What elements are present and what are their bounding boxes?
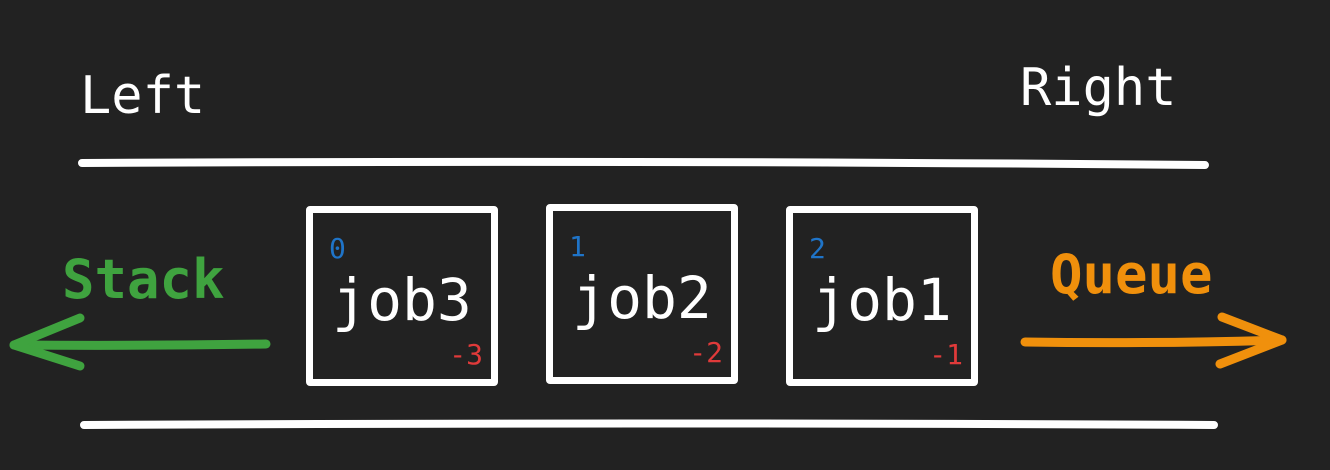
left-label: Left: [80, 66, 206, 126]
stack-label: Stack: [62, 248, 225, 311]
job-index: 0: [329, 232, 346, 265]
job-name: job3: [332, 266, 472, 334]
right-label: Right: [1020, 58, 1177, 118]
job-negative-index: -2: [689, 336, 723, 369]
arrow-right-icon: [1020, 312, 1287, 369]
job-negative-index: -3: [449, 338, 483, 371]
job-name: job1: [812, 266, 952, 334]
job-box: 1 job2 -2: [546, 204, 738, 384]
job-index: 2: [809, 232, 826, 265]
job-index: 1: [569, 230, 586, 263]
top-rail: [78, 157, 1209, 169]
job-name: job2: [572, 264, 712, 332]
queue-label: Queue: [1050, 243, 1213, 306]
arrow-left-icon: [9, 313, 271, 371]
bottom-rail: [80, 419, 1218, 429]
job-box: 2 job1 -1: [786, 206, 978, 386]
job-negative-index: -1: [929, 338, 963, 371]
job-box: 0 job3 -3: [306, 206, 498, 386]
